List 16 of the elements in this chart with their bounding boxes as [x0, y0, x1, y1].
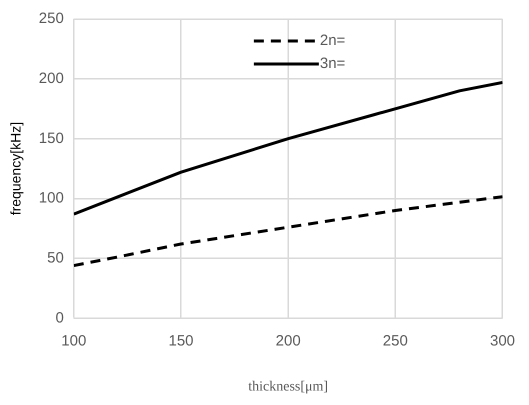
y-axis-title: frequency[kHz]: [7, 122, 24, 216]
legend-label: 2n=: [320, 32, 346, 50]
x-tick-label: 200: [276, 332, 301, 350]
line-series: [74, 195, 502, 268]
x-tick-label: 250: [382, 332, 408, 350]
y-tick-label: 250: [38, 10, 64, 28]
x-tick-label: 150: [168, 332, 194, 350]
y-tick-label: 100: [38, 190, 64, 207]
legend-label: 3n=: [320, 55, 346, 72]
x-tick-label: 100: [61, 332, 86, 350]
y-tick-label: 50: [47, 250, 64, 266]
y-tick-label: 0: [55, 309, 64, 326]
y-tick-label: 200: [38, 70, 64, 87]
x-axis-title: thickness[μm]: [248, 379, 328, 394]
y-tick-label: 150: [38, 130, 64, 147]
x-tick-label: 300: [490, 332, 515, 350]
